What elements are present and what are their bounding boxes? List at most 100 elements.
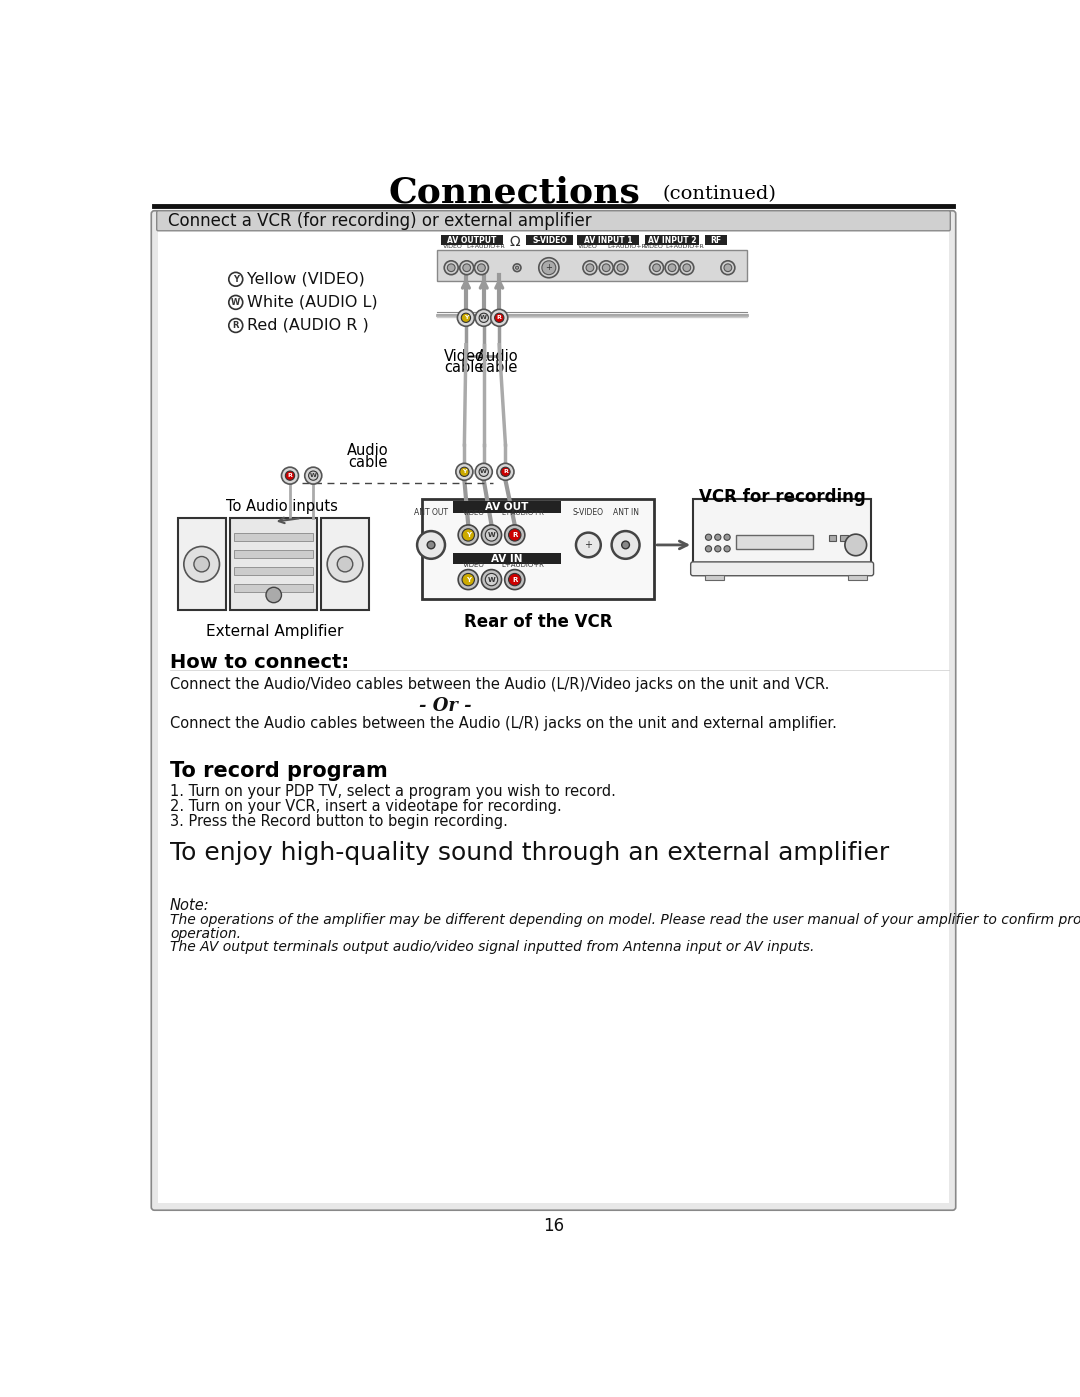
Circle shape: [495, 313, 504, 323]
Circle shape: [184, 546, 219, 583]
Bar: [735, 535, 813, 549]
Text: L+AUDIO+R: L+AUDIO+R: [465, 244, 504, 250]
Text: 3. Press the Record button to begin recording.: 3. Press the Record button to begin reco…: [170, 814, 508, 830]
Circle shape: [327, 546, 363, 583]
Text: R: R: [503, 469, 508, 475]
Circle shape: [539, 257, 559, 278]
Bar: [577, 236, 638, 246]
Text: 16: 16: [543, 1217, 564, 1235]
Circle shape: [724, 534, 730, 541]
Text: Y: Y: [462, 469, 467, 475]
Circle shape: [715, 534, 721, 541]
Circle shape: [542, 261, 556, 275]
Circle shape: [229, 319, 243, 332]
Text: W: W: [488, 532, 496, 538]
Circle shape: [482, 525, 501, 545]
Text: W: W: [488, 577, 496, 583]
Bar: [177, 518, 226, 610]
Circle shape: [845, 534, 866, 556]
Circle shape: [576, 532, 600, 557]
Bar: [437, 250, 747, 281]
Circle shape: [461, 313, 471, 323]
FancyBboxPatch shape: [151, 211, 956, 1210]
Circle shape: [462, 529, 474, 541]
Text: The operations of the amplifier may be different depending on model. Please read: The operations of the amplifier may be d…: [170, 914, 1080, 928]
Circle shape: [490, 309, 508, 327]
Bar: [693, 499, 872, 564]
Text: To enjoy high-quality sound through an external amplifier: To enjoy high-quality sound through an e…: [170, 841, 889, 865]
Circle shape: [679, 261, 693, 275]
Text: ANT IN: ANT IN: [612, 509, 638, 517]
Text: L+AUDIO+R: L+AUDIO+R: [501, 510, 544, 515]
Circle shape: [509, 573, 521, 585]
Circle shape: [447, 264, 455, 271]
Circle shape: [497, 464, 514, 481]
Text: AV IN: AV IN: [491, 553, 523, 564]
Text: +: +: [584, 539, 592, 550]
Circle shape: [458, 525, 478, 545]
Circle shape: [456, 464, 473, 481]
Text: cable: cable: [348, 455, 388, 469]
Text: cable: cable: [445, 360, 484, 376]
Text: R: R: [287, 474, 293, 478]
Circle shape: [652, 264, 661, 271]
Text: Audio: Audio: [477, 349, 518, 363]
Text: (continued): (continued): [662, 184, 775, 203]
Text: Y: Y: [465, 532, 471, 538]
Circle shape: [460, 261, 474, 275]
Text: Y: Y: [465, 577, 471, 583]
Circle shape: [501, 467, 510, 476]
Bar: [453, 553, 562, 564]
Circle shape: [474, 261, 488, 275]
Circle shape: [724, 546, 730, 552]
Circle shape: [617, 264, 625, 271]
Text: VIDEO: VIDEO: [645, 244, 664, 250]
Text: VIDEO: VIDEO: [463, 510, 485, 515]
Text: R: R: [512, 532, 517, 538]
Circle shape: [458, 309, 474, 327]
Circle shape: [475, 464, 492, 481]
Text: cable: cable: [478, 360, 517, 376]
FancyBboxPatch shape: [157, 211, 950, 231]
Bar: [704, 576, 724, 580]
Text: AV INPUT 1: AV INPUT 1: [583, 236, 632, 246]
Text: VIDEO: VIDEO: [463, 562, 485, 567]
Circle shape: [724, 264, 732, 271]
Circle shape: [513, 264, 521, 271]
Text: How to connect:: How to connect:: [170, 652, 349, 672]
Bar: [705, 236, 727, 246]
Circle shape: [583, 261, 597, 275]
Circle shape: [337, 556, 353, 571]
Text: Rear of the VCR: Rear of the VCR: [463, 613, 612, 630]
Text: Red (AUDIO R ): Red (AUDIO R ): [246, 319, 368, 332]
Circle shape: [285, 471, 295, 481]
Circle shape: [462, 573, 474, 585]
Text: W: W: [310, 474, 316, 478]
Circle shape: [705, 546, 712, 552]
Circle shape: [715, 546, 721, 552]
Circle shape: [515, 267, 518, 270]
Circle shape: [477, 264, 485, 271]
Bar: [526, 236, 572, 246]
Text: Yellow (VIDEO): Yellow (VIDEO): [246, 272, 364, 286]
Text: - Or -: - Or -: [419, 697, 471, 715]
Text: Y: Y: [463, 316, 468, 320]
Text: AV OUT: AV OUT: [485, 502, 529, 513]
Circle shape: [485, 529, 498, 541]
FancyBboxPatch shape: [691, 562, 874, 576]
Text: VIDEO: VIDEO: [443, 244, 462, 250]
Circle shape: [480, 313, 488, 323]
Circle shape: [428, 541, 435, 549]
Circle shape: [603, 264, 610, 271]
Circle shape: [485, 573, 498, 585]
Circle shape: [282, 467, 298, 485]
Text: L+AUDIO+R: L+AUDIO+R: [501, 562, 544, 567]
Text: R: R: [497, 316, 502, 320]
Bar: [828, 535, 836, 541]
Circle shape: [665, 261, 679, 275]
Circle shape: [458, 570, 478, 590]
Text: operation.: operation.: [170, 926, 241, 940]
Text: VCR for recording: VCR for recording: [699, 489, 865, 507]
Text: White (AUDIO L): White (AUDIO L): [246, 295, 377, 310]
Circle shape: [444, 261, 458, 275]
